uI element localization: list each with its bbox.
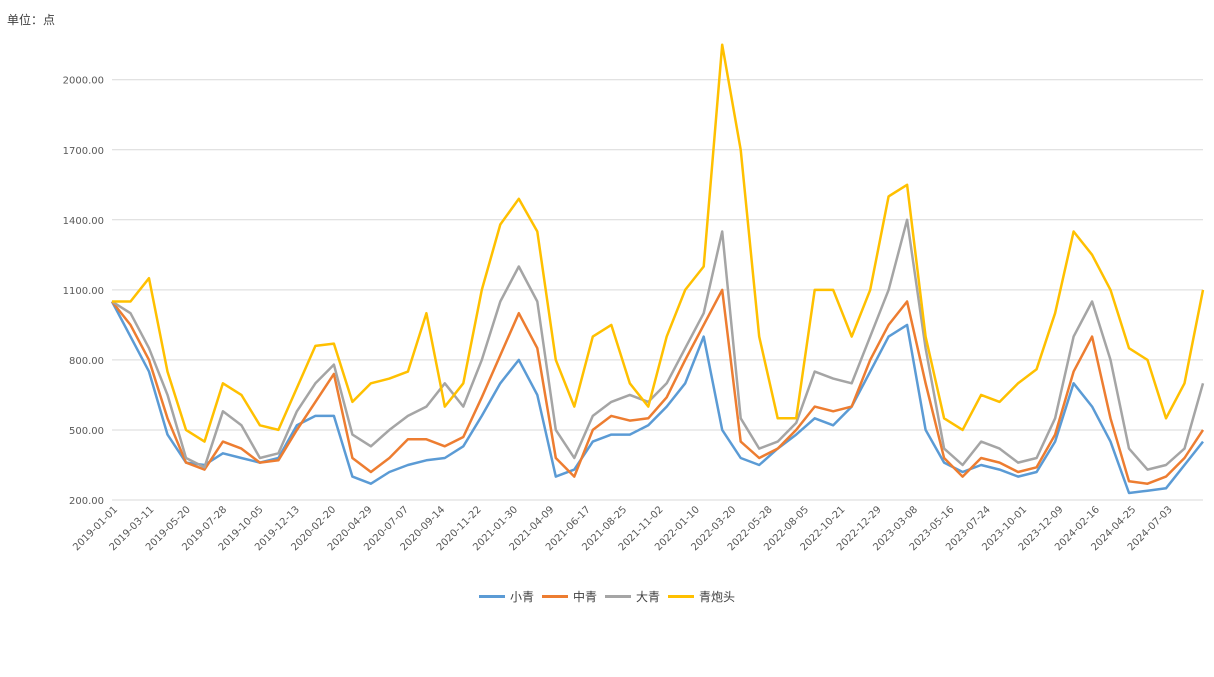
legend: 小青 中青 大青 青炮头 [0,588,1214,605]
legend-label: 小青 [509,590,534,604]
legend-swatch-zhongqing [541,595,568,598]
y-tick-label: 800.00 [69,356,104,367]
legend-item-xiaoqing: 小青 [478,588,534,605]
series-line-1 [111,288,1205,485]
series-line-0 [110,300,1204,495]
x-axis-ticks: 2019-01-012019-03-112019-05-202019-07-28… [71,504,1175,553]
series-lines [110,43,1205,495]
legend-label: 青炮头 [699,590,736,604]
legend-swatch-qingpaotou [668,595,695,598]
legend-item-zhongqing: 中青 [541,588,597,605]
series-line-2 [111,218,1205,471]
legend-label: 中青 [572,590,597,604]
series-line-3 [112,43,1205,443]
legend-label: 大青 [636,590,661,604]
y-axis-ticks: 200.00 500.00 800.00 1100.00 1400.00 1700.00 2… [63,76,104,507]
y-tick-label: 1400.00 [63,216,104,227]
legend-swatch-daqing [605,595,631,598]
legend-swatch-xiaoqing [478,595,505,598]
y-tick-label: 2000.00 [63,76,104,87]
y-tick-label: 200.00 [69,496,104,507]
legend-item-qingpaotou: 青炮头 [668,588,735,605]
unit-label: 单位：点 [7,13,56,27]
gridlines [112,79,1203,501]
legend-item-daqing: 大青 [605,588,660,605]
y-tick-label: 1100.00 [63,286,104,297]
line-chart: 200.00 500.00 800.00 1100.00 1400.00 1700.00 2… [63,43,1205,553]
y-tick-label: 1700.00 [63,146,104,157]
y-tick-label: 500.00 [69,426,104,437]
